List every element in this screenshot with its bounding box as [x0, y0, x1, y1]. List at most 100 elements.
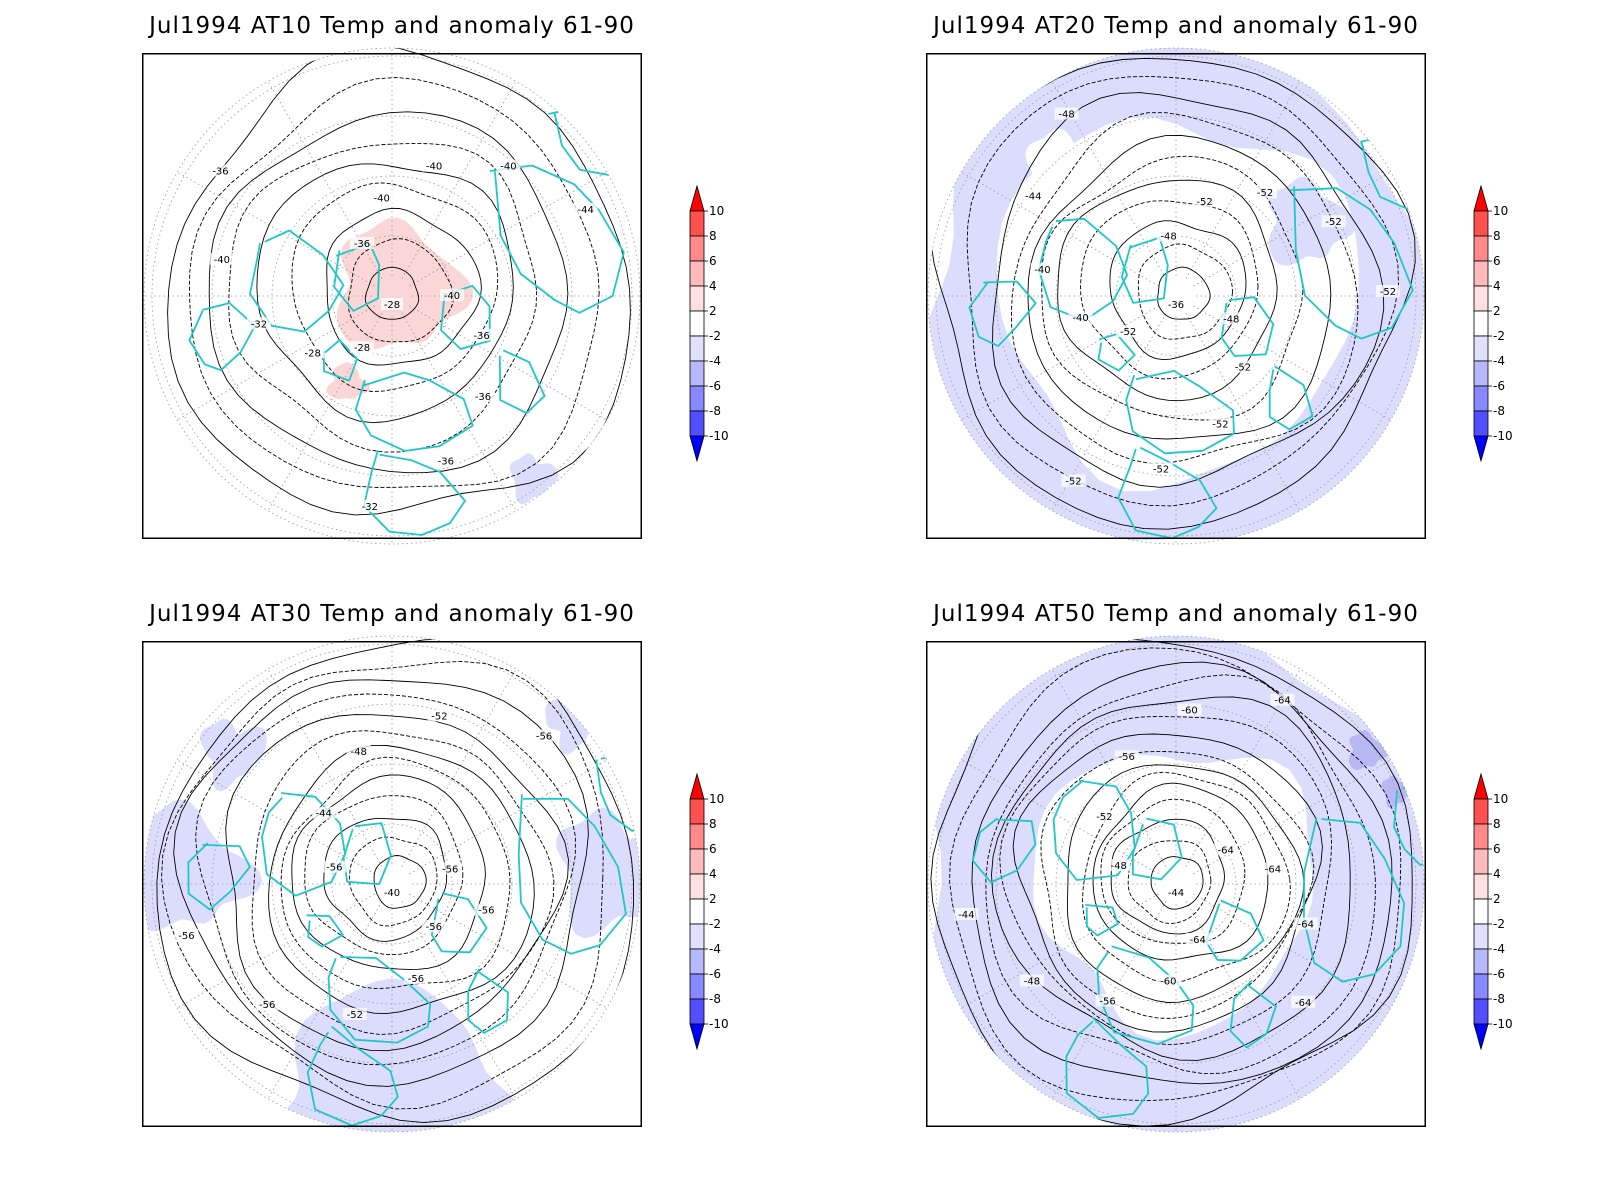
contour-label: -40 [1034, 265, 1050, 276]
longitude-line [177, 893, 375, 1009]
contour-label-bg [1149, 462, 1174, 475]
coastline [327, 956, 432, 1044]
contour-label: -56 [426, 922, 442, 933]
colorbar-segment [1473, 948, 1489, 975]
colorbar-label: 4 [709, 867, 717, 881]
map-disk: -48 -52 -52 -52 -52 -52 -40 -40 -44 -48 -48 -52 -52 -… [928, 48, 1424, 544]
colorbar-label: -6 [1493, 379, 1505, 393]
contour-label-bg [369, 191, 394, 204]
panel-title: Jul1994 AT20 Temp and anomaly 61-90 [933, 13, 1419, 39]
coastline [1037, 217, 1128, 322]
contour-label-bg [1213, 843, 1238, 856]
hemisphere-edge [143, 635, 641, 1133]
longitude-line [961, 171, 1159, 287]
colorbar-label: -8 [1493, 992, 1505, 1006]
temperature-contour [251, 730, 555, 1035]
latitude-circle [995, 703, 1357, 1065]
contour-label: -64 [1298, 920, 1314, 931]
contour-label-bg [357, 499, 382, 512]
contour-label-bg [403, 972, 428, 985]
coastline [1268, 365, 1314, 431]
polar-map-at10: -40-36-36-36-32-28-28-32-40-36-36-40-40-… [142, 47, 729, 545]
colorbar-arrow-top [689, 772, 705, 800]
contour-label: -56 [1099, 997, 1115, 1008]
colorbar-label: 6 [709, 842, 717, 856]
contour-label: -52 [1096, 812, 1112, 823]
colorbar-segment [689, 235, 705, 262]
longitude-line [961, 893, 1159, 1009]
colorbar-arrow-top [1473, 184, 1489, 212]
contour-label: -56 [178, 931, 194, 942]
latitude-circle [331, 823, 453, 945]
colorbar-label: -2 [709, 917, 721, 931]
contour-label: -48 [1024, 977, 1040, 988]
coastline [1132, 817, 1183, 881]
contour-label: -64 [1190, 935, 1206, 946]
temperature-contour [1092, 782, 1269, 961]
anomaly-cool [1268, 176, 1357, 266]
colorbar-segment [689, 873, 705, 900]
map-disk: -40 -36 -36 -36 -32 -28 -28 -32 -40 -36 -36 -40 -40 -… [144, 48, 640, 544]
contour-label: -44 [577, 205, 593, 216]
temperature-contour [1127, 840, 1212, 924]
contour-label-bg [208, 164, 233, 177]
latitude-circle [151, 55, 633, 537]
map-frame [926, 641, 1426, 1127]
anomaly-cool-strong [1348, 730, 1389, 770]
contour-label: -64 [1274, 696, 1290, 707]
contour-label-bg [346, 745, 371, 758]
hemisphere-edge [143, 47, 641, 545]
colorbar-segment [1473, 998, 1489, 1025]
latitude-circle [151, 643, 633, 1125]
contour-label-bg [954, 907, 979, 920]
colorbar-label: -4 [1493, 354, 1505, 368]
contour-label-bg [1177, 703, 1202, 716]
contour-label: -36 [212, 166, 228, 177]
map-panel-at30: Jul1994 AT30 Temp and anomaly 61-90 -56 -… [142, 601, 902, 1181]
temperature-contour [188, 77, 600, 488]
coastline [188, 302, 256, 372]
colorbar-label: 6 [1493, 842, 1501, 856]
contour-label: -64 [1265, 865, 1281, 876]
contour-label-bg [1114, 750, 1139, 763]
contour-label-bg [1030, 263, 1055, 276]
coastline [1303, 817, 1405, 983]
colorbar-label: 4 [1493, 867, 1501, 881]
coastline [489, 164, 625, 314]
temperature-contour [992, 92, 1385, 488]
colorbar-segment [1473, 798, 1489, 825]
coastline [342, 822, 392, 885]
coastline [1220, 296, 1275, 357]
colorbar-label: -4 [1493, 942, 1505, 956]
coastline [322, 339, 358, 382]
contour-label: -28 [305, 349, 321, 360]
contour-label: -40 [500, 162, 516, 173]
contour-label-bg [1095, 994, 1120, 1007]
contour-label: -56 [408, 974, 424, 985]
contour-label-bg [311, 806, 336, 819]
contour-label: -64 [1218, 845, 1234, 856]
contour-label: -52 [1257, 188, 1273, 199]
contour-label-bg [1321, 215, 1346, 228]
colorbar-label: -10 [1493, 1017, 1513, 1031]
contour-label-bg [1375, 284, 1400, 297]
longitude-line [401, 81, 517, 279]
polar-map-at20: -48-52-52-52-52-52-40-40-44-48-48-52-52-… [926, 47, 1513, 545]
contour-label-bg [1156, 974, 1181, 987]
coastline [467, 968, 509, 1034]
panel-title: Jul1994 AT30 Temp and anomaly 61-90 [149, 601, 635, 627]
temperature-contour [1012, 733, 1323, 1033]
contour-label-bg [300, 346, 325, 359]
colorbar-arrow-bottom [1473, 435, 1489, 463]
colorbar-label: 8 [1493, 817, 1501, 831]
coastline [306, 1025, 399, 1127]
latitude-circle [1115, 235, 1237, 357]
contour-label: -52 [347, 1010, 363, 1021]
contour-label-bg [1291, 995, 1316, 1008]
contour-label: -52 [1153, 464, 1169, 475]
longitude-line [177, 305, 375, 421]
temperature-contour [999, 716, 1333, 1046]
colorbar-label: -2 [1493, 329, 1505, 343]
center-label-bg [1165, 886, 1187, 898]
longitude-line [177, 759, 375, 875]
